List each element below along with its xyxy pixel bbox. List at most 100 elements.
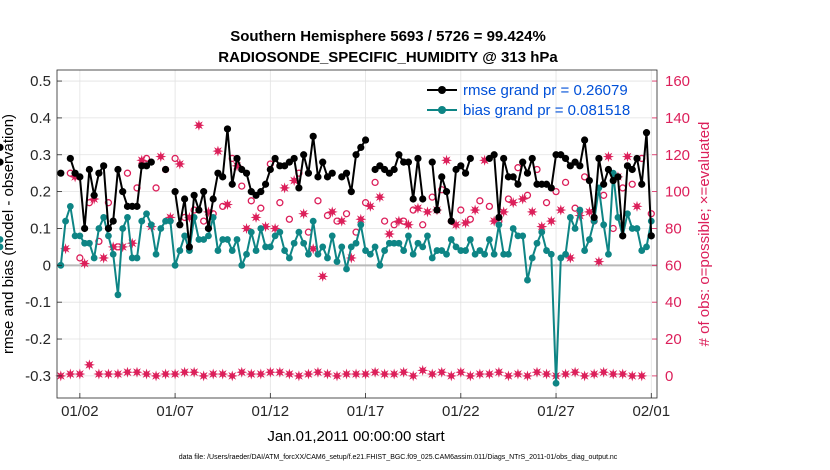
obs-possible-marker	[142, 154, 151, 163]
bias-marker	[438, 247, 446, 254]
obs-evaluated-marker	[250, 211, 262, 223]
obs-evaluated-marker	[402, 219, 414, 231]
obs-evaluated-marker	[83, 359, 95, 371]
bias-marker	[628, 225, 636, 232]
bias-marker	[281, 247, 289, 254]
bias-marker	[495, 221, 503, 229]
rmse-marker	[357, 143, 365, 151]
rmse-marker	[185, 243, 193, 251]
rmse-marker	[66, 154, 74, 163]
bias-marker	[238, 261, 246, 269]
x-axis-label: Jan.01,2011 00:00:00 start	[267, 428, 445, 445]
rmse-marker	[176, 221, 184, 229]
bias-marker	[419, 243, 427, 251]
bias-marker	[362, 247, 369, 254]
obs-evaluated-marker	[469, 204, 481, 216]
bias-marker	[585, 236, 593, 243]
obs-possible-marker	[371, 178, 379, 187]
rmse-marker	[490, 151, 498, 159]
obs-evaluated-marker	[321, 368, 333, 380]
bias-marker	[543, 247, 550, 254]
y-right-tick-label: 20	[665, 331, 682, 348]
obs-evaluated-marker	[193, 119, 205, 131]
obs-possible-marker	[257, 204, 265, 212]
bias-marker	[562, 250, 569, 258]
obs-evaluated-marker	[174, 158, 186, 170]
obs-evaluated-marker	[607, 368, 619, 380]
rmse-marker	[204, 224, 213, 233]
rmse-marker	[295, 184, 303, 192]
obs-possible-marker	[504, 195, 513, 203]
y-axis-right: 0 20 40 60 80 100 120 140 160	[652, 73, 690, 385]
bias-marker	[157, 225, 165, 232]
obs-possible-marker	[123, 169, 132, 177]
obs-evaluated-marker	[445, 370, 457, 382]
bias-marker	[262, 243, 269, 251]
obs-evaluated-marker	[541, 368, 553, 380]
y-left-tick-label: 0.5	[30, 73, 51, 90]
obs-evaluated-marker	[441, 154, 453, 166]
rmse-marker	[409, 195, 417, 203]
bias-marker	[333, 258, 341, 266]
obs-evaluated-marker	[326, 206, 338, 218]
rmse-marker	[266, 165, 274, 174]
obs-possible-marker	[580, 173, 589, 181]
rmse-marker	[223, 125, 232, 133]
bias-marker	[381, 247, 389, 254]
rmse-marker	[347, 188, 355, 196]
bias-marker	[114, 291, 122, 299]
bias-marker	[466, 236, 474, 243]
obs-evaluated-marker	[126, 237, 138, 249]
bias-marker	[643, 243, 650, 251]
bias-marker	[133, 254, 141, 262]
obs-evaluated-marker	[426, 368, 438, 380]
rmse-marker	[328, 169, 336, 177]
bias-marker	[357, 221, 365, 229]
rmse-marker	[290, 154, 298, 163]
rmse-marker	[261, 180, 270, 188]
bias-marker	[505, 250, 512, 258]
bias-marker	[324, 254, 331, 262]
bias-marker	[224, 236, 231, 243]
obs-evaluated-marker	[179, 366, 191, 378]
bias-marker	[457, 247, 465, 254]
rmse-marker	[495, 213, 503, 222]
bias-marker	[581, 247, 589, 254]
rmse-marker	[361, 136, 370, 144]
obs-evaluated-marker	[588, 368, 600, 380]
obs-possible-marker	[104, 199, 113, 207]
bias-marker	[600, 221, 608, 229]
obs-possible-marker	[333, 217, 341, 225]
bias-marker	[481, 250, 489, 258]
obs-evaluated-marker	[160, 368, 172, 380]
obs-evaluated-marker	[407, 370, 419, 382]
obs-evaluated-marker	[355, 213, 367, 225]
obs-possible-marker	[400, 217, 408, 225]
bias-marker	[433, 247, 441, 254]
bias-marker	[71, 232, 79, 240]
bias-marker	[447, 236, 455, 243]
bias-marker	[76, 232, 84, 240]
rmse-marker	[576, 162, 584, 170]
obs-evaluated-marker	[464, 370, 476, 382]
x-tick-label: 01/07	[156, 403, 194, 420]
bias-marker	[233, 236, 241, 243]
x-axis: 01/02 01/07 01/12 01/17 01/22 01/27 02/01	[61, 393, 670, 420]
y-left-tick-label: 0.4	[30, 110, 51, 127]
bias-marker	[390, 239, 398, 247]
obs-possible-marker	[76, 254, 84, 262]
bias-marker	[490, 250, 498, 258]
bias-marker	[409, 250, 417, 258]
rmse-marker	[600, 180, 608, 188]
bias-marker	[509, 225, 517, 232]
y-right-tick-label: 60	[665, 257, 682, 274]
obs-evaluated-marker	[379, 368, 391, 380]
obs-possible-marker	[485, 202, 494, 211]
obs-evaluated-marker	[141, 368, 153, 380]
plot-area	[57, 70, 657, 398]
bias-marker	[485, 236, 493, 243]
obs-possible-marker	[285, 215, 294, 223]
rmse-marker	[633, 154, 641, 163]
y-left-tick-label: -0.1	[25, 294, 51, 311]
